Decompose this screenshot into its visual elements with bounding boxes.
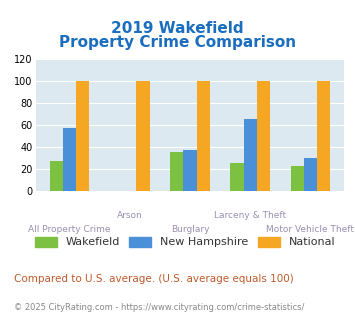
Bar bbox=[76, 82, 89, 191]
Text: Burglary: Burglary bbox=[171, 225, 209, 234]
Text: © 2025 CityRating.com - https://www.cityrating.com/crime-statistics/: © 2025 CityRating.com - https://www.city… bbox=[14, 303, 305, 312]
Legend: Wakefield, New Hampshire, National: Wakefield, New Hampshire, National bbox=[35, 237, 335, 247]
Bar bbox=[63, 128, 76, 191]
Bar bbox=[244, 119, 257, 191]
Bar bbox=[136, 82, 149, 191]
Bar bbox=[317, 82, 330, 191]
Text: Property Crime Comparison: Property Crime Comparison bbox=[59, 35, 296, 50]
Bar bbox=[170, 152, 183, 191]
Bar bbox=[290, 166, 304, 191]
Bar bbox=[257, 82, 270, 191]
Bar bbox=[50, 161, 63, 191]
Text: Compared to U.S. average. (U.S. average equals 100): Compared to U.S. average. (U.S. average … bbox=[14, 274, 294, 284]
Bar bbox=[197, 82, 210, 191]
Bar bbox=[230, 163, 244, 191]
Text: Arson: Arson bbox=[117, 211, 143, 220]
Text: All Property Crime: All Property Crime bbox=[28, 225, 111, 234]
Text: 2019 Wakefield: 2019 Wakefield bbox=[111, 21, 244, 36]
Text: Motor Vehicle Theft: Motor Vehicle Theft bbox=[267, 225, 354, 234]
Text: Larceny & Theft: Larceny & Theft bbox=[214, 211, 286, 220]
Bar bbox=[183, 149, 197, 191]
Bar bbox=[304, 158, 317, 191]
